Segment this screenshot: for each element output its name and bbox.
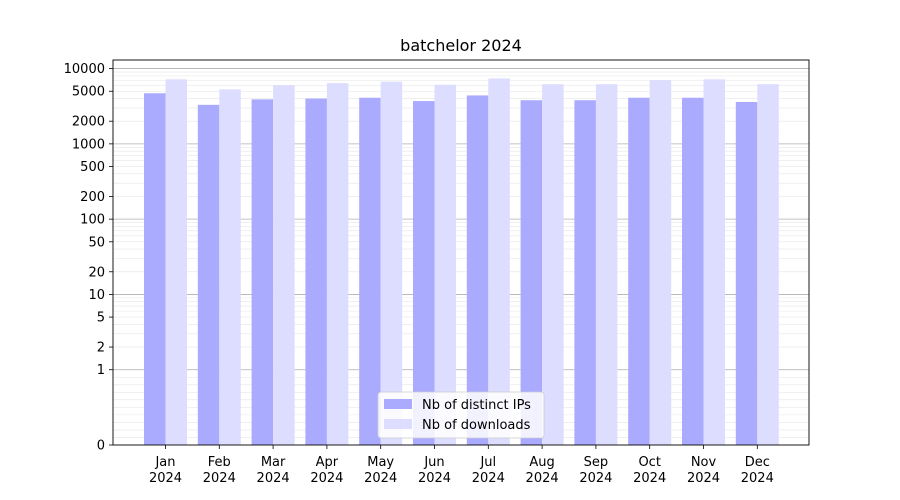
y-tick-label: 1000 bbox=[72, 137, 105, 152]
axes: Jan2024Feb2024Mar2024Apr2024May2024Jun20… bbox=[64, 59, 810, 486]
x-tick-label: May bbox=[367, 455, 394, 470]
x-tick-label: Apr bbox=[316, 455, 339, 470]
y-tick-label: 2 bbox=[97, 341, 105, 356]
y-tick-label: 100 bbox=[80, 213, 105, 228]
plot-frame bbox=[112, 59, 810, 446]
y-tick-label: 500 bbox=[80, 160, 105, 175]
legend-label: Nb of distinct IPs bbox=[422, 398, 531, 413]
x-tick-label: 2024 bbox=[526, 471, 559, 486]
x-tick-label: Jan bbox=[154, 455, 175, 470]
y-tick-label: 5 bbox=[97, 311, 105, 326]
bar-downloads bbox=[219, 89, 241, 445]
x-tick-label: Jul bbox=[479, 455, 496, 470]
legend-label: Nb of downloads bbox=[422, 418, 531, 433]
x-tick-label: 2024 bbox=[364, 471, 397, 486]
y-tick-label: 200 bbox=[80, 190, 105, 205]
y-tick-label: 2000 bbox=[72, 115, 105, 130]
y-tick-label: 1 bbox=[97, 363, 105, 378]
x-tick-label: 2024 bbox=[418, 471, 451, 486]
y-tick-label: 10000 bbox=[64, 62, 105, 77]
x-tick-label: Oct bbox=[638, 455, 660, 470]
legend-swatch bbox=[384, 419, 412, 429]
bar-downloads bbox=[488, 78, 510, 445]
bar-downloads bbox=[434, 84, 456, 445]
x-tick-label: Feb bbox=[208, 455, 231, 470]
x-tick-label: 2024 bbox=[579, 471, 612, 486]
bar-downloads bbox=[273, 85, 295, 445]
x-tick-label: Sep bbox=[584, 455, 609, 470]
bars bbox=[144, 78, 779, 446]
bar-distinct-ips bbox=[197, 104, 220, 445]
x-tick-label: 2024 bbox=[741, 471, 774, 486]
bar-downloads bbox=[380, 81, 403, 446]
bar-distinct-ips bbox=[466, 95, 489, 445]
bar-distinct-ips bbox=[359, 97, 381, 445]
legend-swatch bbox=[384, 399, 412, 409]
bar-downloads bbox=[703, 79, 725, 445]
bar-downloads bbox=[326, 83, 349, 445]
y-tick-label: 5000 bbox=[72, 85, 105, 100]
legend: Nb of distinct IPs Nb of downloads bbox=[377, 391, 545, 439]
bar-distinct-ips bbox=[251, 99, 274, 445]
bar-downloads bbox=[757, 84, 779, 445]
bar-distinct-ips bbox=[520, 100, 543, 446]
y-tick-label: 10 bbox=[88, 288, 105, 303]
x-tick-label: Jun bbox=[423, 455, 444, 470]
bar-distinct-ips bbox=[305, 98, 327, 446]
bar-distinct-ips bbox=[735, 101, 758, 446]
y-tick-label: 20 bbox=[88, 265, 105, 280]
x-tick-label: Dec bbox=[745, 455, 770, 470]
x-tick-label: 2024 bbox=[472, 471, 505, 486]
x-tick-label: 2024 bbox=[687, 471, 720, 486]
x-tick-label: 2024 bbox=[203, 471, 236, 486]
x-tick-label: 2024 bbox=[633, 471, 666, 486]
chart-title: batchelor 2024 bbox=[400, 36, 522, 55]
bar-distinct-ips bbox=[628, 97, 650, 445]
y-tick-label: 50 bbox=[88, 235, 105, 250]
x-tick-label: 2024 bbox=[257, 471, 290, 486]
bar-distinct-ips bbox=[413, 101, 435, 445]
x-tick-label: Nov bbox=[691, 455, 717, 470]
legend-box bbox=[377, 391, 545, 439]
x-tick-label: Aug bbox=[529, 455, 554, 470]
bar-distinct-ips bbox=[682, 97, 704, 445]
x-tick-label: 2024 bbox=[310, 471, 343, 486]
x-tick-label: Mar bbox=[261, 455, 286, 470]
bar-downloads bbox=[542, 84, 564, 445]
x-tick-label: 2024 bbox=[149, 471, 182, 486]
bar-downloads bbox=[595, 84, 618, 445]
bar-distinct-ips bbox=[144, 93, 166, 445]
bar-distinct-ips bbox=[574, 100, 596, 446]
bar-downloads bbox=[649, 80, 672, 445]
y-tick-label: 0 bbox=[97, 439, 105, 454]
bar-downloads bbox=[165, 79, 187, 445]
